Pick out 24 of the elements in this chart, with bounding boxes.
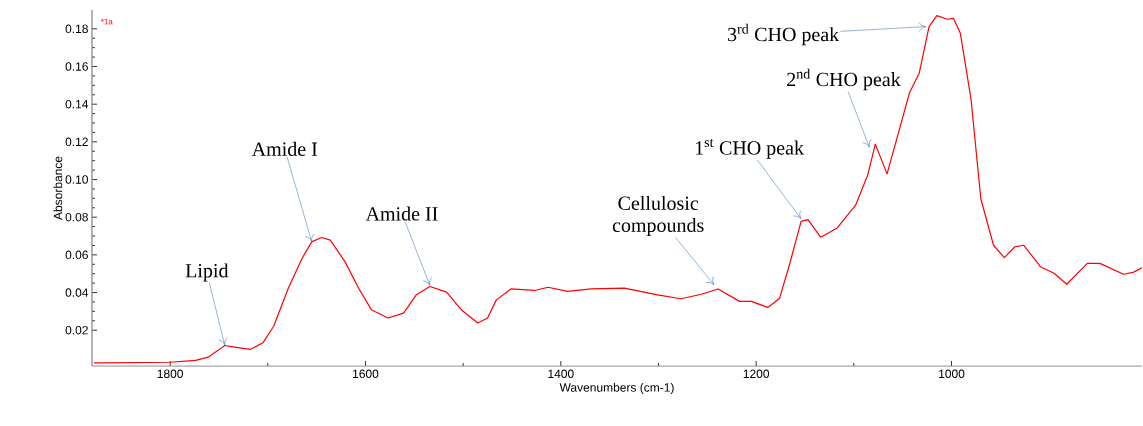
- annotation: 3$^{rd}$ CHO peak: [728, 23, 840, 46]
- annotation: 2$^{nd}$ CHO peak: [787, 68, 901, 91]
- y-tick-label: 0.08: [65, 212, 88, 222]
- x-tick-label: 1000: [939, 369, 965, 379]
- y-tick-label: 0.04: [65, 288, 89, 297]
- x-tick-label: 1200: [743, 369, 770, 379]
- annotation: Cellulosic compounds: [612, 195, 704, 237]
- annotation: Amide II: [365, 206, 438, 221]
- annotation: 1$^{st}$ CHO peak: [695, 139, 804, 159]
- y-tick-label: 0.18: [65, 24, 88, 34]
- x-tick-label: 1600: [353, 369, 379, 379]
- y-tick-label: 0.14: [65, 99, 89, 109]
- annotation: Lipid: [185, 263, 229, 282]
- y-tick-label: 0.06: [65, 250, 88, 260]
- annotation: Amide I: [251, 141, 318, 156]
- y-tick-label: 0.16: [65, 62, 88, 71]
- y-tick-label: 0.02: [65, 325, 88, 335]
- x-axis-title: Wavenumbers (cm-1): [559, 382, 674, 395]
- text: *1a: [100, 18, 113, 25]
- x-tick-label: 1400: [548, 369, 574, 379]
- x-tick-label: 1800: [157, 369, 184, 379]
- y-tick-label: 0.10: [65, 175, 88, 184]
- y-axis-title: Absorbance: [53, 156, 63, 220]
- y-tick-label: 0.12: [65, 137, 88, 147]
